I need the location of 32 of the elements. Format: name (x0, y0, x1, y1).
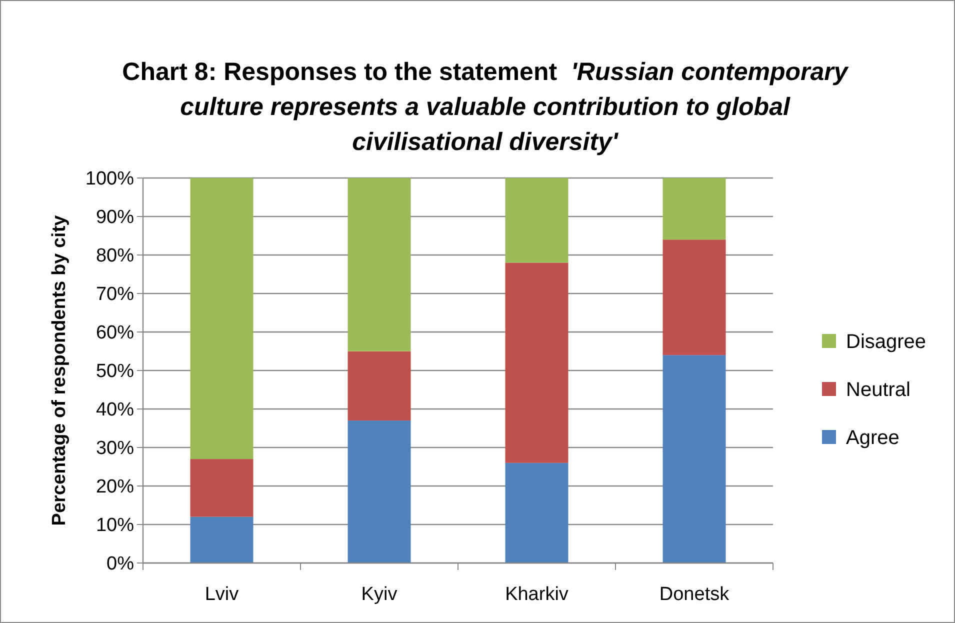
legend-label: Neutral (846, 379, 910, 401)
bar (505, 178, 568, 263)
chart-title: Chart 8: Responses to the statement 'Russian contemporary culture represents a valuable contribution to global civilisational diversity' (122, 58, 848, 156)
bar (662, 355, 726, 563)
y-tick-label: 80% (96, 246, 134, 267)
y-tick-label: 50% (96, 361, 134, 382)
bar (662, 240, 726, 356)
y-tick-label: 0% (106, 554, 134, 575)
x-tick-label: Lviv (204, 584, 240, 605)
legend-label: Disagree (846, 331, 926, 353)
bar (505, 262, 568, 463)
y-tick-label: 60% (96, 322, 134, 344)
bar (348, 420, 411, 563)
y-tick-label: 10% (96, 515, 134, 536)
y-tick-label: 30% (96, 438, 134, 460)
bar (348, 351, 411, 421)
bar (190, 516, 254, 563)
y-tick-label: 90% (96, 207, 134, 228)
bar (190, 178, 254, 460)
bar (662, 178, 726, 240)
x-tick-label: Kharkiv (505, 584, 569, 605)
y-tick-label: 100% (85, 168, 134, 190)
x-tick-label: Donetsk (659, 584, 730, 605)
legend-label: Agree (846, 427, 900, 449)
y-axis-title: Percentage of respondents by city (49, 214, 70, 526)
y-tick-label: 70% (96, 284, 134, 306)
y-tick-label: 40% (96, 400, 134, 421)
y-tick-label: 20% (96, 476, 134, 498)
x-tick-label: Kyiv (361, 584, 398, 605)
bar (505, 462, 568, 563)
bar (190, 459, 254, 517)
bar (348, 178, 411, 352)
